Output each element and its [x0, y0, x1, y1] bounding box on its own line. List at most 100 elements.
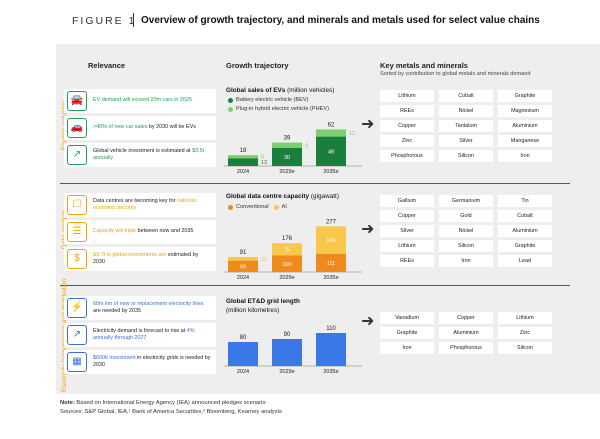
tick-label: 2029e: [279, 369, 294, 375]
metal-cell: Phosphorous: [439, 342, 493, 354]
arrow-right-icon: ➜: [361, 313, 375, 330]
metal-cell: Tin: [498, 195, 552, 207]
relevance-highlight: Capacity will triple: [93, 228, 137, 235]
new-car-icon: 🚗: [67, 118, 87, 138]
metal-cell: Iron: [498, 150, 552, 162]
bar-segment: [316, 136, 346, 166]
data-label: 5: [261, 155, 264, 161]
legend-swatch: [228, 97, 233, 103]
ev-sales-chart: 135 18 2024 30 9 39 2029e 49 12 62 2035e: [224, 122, 362, 175]
bar-segment: [316, 129, 346, 137]
legend-item: Plug-in hybrid electric vehicle (PHEV): [228, 106, 329, 112]
bar-segment: [316, 253, 346, 272]
footer-sources: Sources: S&P Global, IEA,¹ Bank of Ameri…: [60, 409, 282, 415]
metal-cell: Aluminium: [498, 225, 552, 237]
bar: [228, 342, 258, 366]
bar-segment: [316, 226, 346, 254]
metal-cell: REEs: [380, 105, 434, 117]
metal-cell: Gallium: [380, 195, 434, 207]
metal-cell: Gold: [439, 210, 493, 222]
relevance-text: by 2030 will be EVs: [147, 124, 196, 131]
relevance-highlight: $3-7t in global investments are: [93, 251, 167, 258]
relevance-text: estimated by 2030: [93, 251, 199, 265]
bar-segment: [272, 148, 302, 166]
dc-chart-title: Global data centre capacity (gigawatt): [226, 193, 339, 200]
metals-column-header: Key metals and minerals: [380, 61, 468, 70]
relevance-highlight: 60m km of new or replacement electricity…: [93, 300, 204, 307]
metal-cell: Lithium: [498, 312, 552, 324]
metal-cell: Vanadium: [380, 312, 434, 324]
metal-cell: Copper: [380, 120, 434, 132]
relevance-highlight: 4% annually through 2027: [93, 327, 195, 341]
data-label: 49: [328, 149, 334, 155]
tick-label: 2024: [237, 275, 249, 281]
metal-cell: Graphite: [380, 327, 434, 339]
tick-label: 2024: [237, 369, 249, 375]
tick-label: 2035e: [323, 369, 338, 375]
chart-unit: (million vehicles): [285, 87, 335, 94]
grid-chart-unit: (million kilometres): [226, 307, 280, 314]
metal-cell: Lithium: [380, 90, 434, 102]
arrow-right-icon: ➜: [361, 116, 375, 133]
header-separator: [133, 13, 134, 27]
tick-label: 2035e: [323, 169, 338, 175]
tick-label: 2029e: [279, 169, 294, 175]
bar: [316, 333, 346, 366]
tick-label: 2029e: [279, 275, 294, 281]
legend-label: Plug-in hybrid electric vehicle (PHEV): [236, 106, 329, 112]
chart-title-text: Global sales of EVs: [226, 87, 286, 94]
data-label: 13: [261, 160, 267, 166]
car-icon: 🚘: [67, 91, 87, 111]
capacity-icon: ☰: [67, 222, 87, 242]
bar-segment: [272, 142, 302, 148]
relevance-item: 🚘 EV demand will exceed 20m cars in 2025: [64, 89, 216, 113]
relevance-item: $ $3-7t in global investments are estima…: [64, 247, 216, 271]
money-grid-icon: ▦: [67, 352, 87, 372]
legend-item: Conventional AI: [228, 204, 287, 210]
legend-label: Battery electric vehicle (BEV): [236, 97, 309, 103]
legend-label: Conventional: [236, 204, 269, 210]
metal-cell: Iron: [439, 255, 493, 267]
grid-metals-grid: Vanadium Copper Lithium Graphite Aluminium Zi…: [380, 312, 552, 354]
relevance-item: ☰ Capacity will triple between now and 2…: [64, 220, 216, 244]
growth-column-header: Growth trajectory: [226, 61, 289, 70]
total-label: 176: [282, 236, 293, 242]
note-label: Note:: [60, 400, 75, 406]
relevance-item: ⚡ 60m km of new or replacement electrici…: [64, 296, 216, 320]
data-label: 69: [240, 264, 246, 270]
metal-cell: Graphite: [498, 240, 552, 252]
chart-unit: (gigawatt): [309, 193, 339, 200]
relevance-item: ▦ $600b investment in electricity grids …: [64, 350, 216, 374]
bar-segment: [228, 256, 258, 261]
data-label: 9: [305, 143, 308, 149]
note-text: Based on International Energy Agency (IE…: [74, 400, 266, 406]
metal-cell: Aluminium: [498, 120, 552, 132]
data-label: 80: [240, 335, 247, 341]
bar-segment: [272, 255, 302, 272]
relevance-text: Global vehicle investment is estimated a…: [93, 147, 193, 154]
arrow-right-icon: ➜: [361, 221, 375, 238]
metal-cell: Lithium: [380, 240, 434, 252]
total-label: 39: [284, 136, 291, 142]
grid-length-chart: 80 2024 90 2029e 110 2035e: [224, 326, 362, 375]
metal-cell: Cobalt: [498, 210, 552, 222]
dc-capacity-chart: 69 22 91 2024 100 75 176 2029e 111 166 277 2035e: [224, 219, 362, 281]
legend-swatch: [273, 204, 279, 210]
metal-cell: Nickel: [439, 105, 493, 117]
metal-cell: Silicon: [498, 342, 552, 354]
metal-cell: Zinc: [498, 327, 552, 339]
data-label: 12: [349, 131, 355, 137]
section-divider: [60, 285, 570, 286]
figure-label: FIGURE 1: [72, 15, 137, 27]
tick-label: 2024: [237, 169, 249, 175]
metal-cell: Silver: [439, 135, 493, 147]
relevance-item: ↗ Global vehicle investment is estimated…: [64, 143, 216, 167]
ev-chart-title: Global sales of EVs (million vehicles): [226, 87, 334, 94]
legend-item: Battery electric vehicle (BEV): [228, 97, 308, 103]
metal-cell: Cobalt: [439, 90, 493, 102]
legend-swatch: [228, 106, 233, 112]
metal-cell: REEs: [380, 255, 434, 267]
relevance-text: in electricity grids is needed by 2030: [93, 354, 211, 368]
metal-cell: Silver: [380, 225, 434, 237]
section-divider: [60, 183, 570, 184]
